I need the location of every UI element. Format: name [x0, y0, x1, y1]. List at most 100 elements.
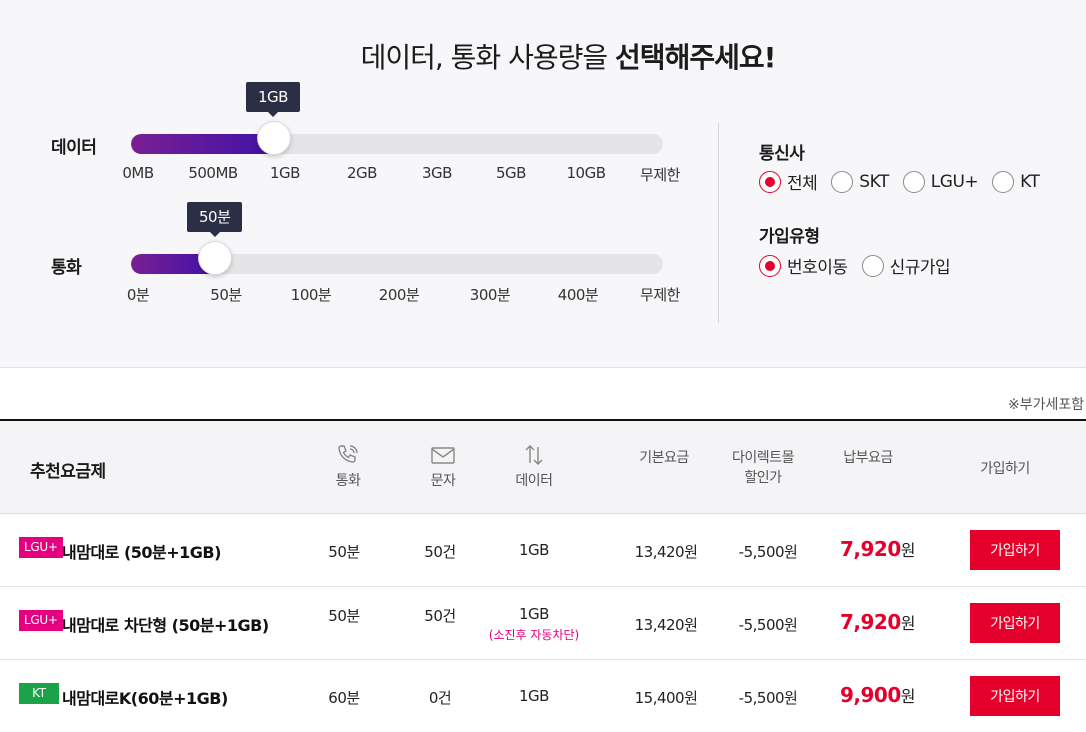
data-slider-label: 데이터 — [51, 138, 97, 158]
pay-amount: 9,900 — [840, 683, 901, 707]
radio-label: SKT — [859, 171, 889, 192]
base-fee-value: 13,420원 — [634, 543, 698, 561]
carrier-badge: LGU+ — [19, 610, 63, 631]
header-discount: 다이렉트몰 할인가 — [718, 448, 808, 488]
data-slider-thumb[interactable] — [257, 121, 291, 155]
call-slider-thumb[interactable] — [198, 241, 232, 275]
title-bold: 선택해주세요! — [615, 41, 776, 74]
join-type-radio-new[interactable]: 신규가입 — [861, 253, 951, 278]
call-value-tooltip: 50분 — [187, 202, 243, 237]
base-fee-value: 13,420원 — [634, 616, 698, 634]
header-discount-line1: 다이렉트몰 — [732, 450, 794, 466]
call-tick[interactable]: 0분 — [126, 286, 150, 304]
data-tick[interactable]: 10GB — [566, 164, 606, 182]
discount-value: -5,500원 — [738, 616, 798, 634]
carrier-badge: KT — [19, 683, 59, 704]
plan-table-header: 추천요금제 통화 문자 데이터 기본요금 다이렉트몰 할인가 납부요금 가입하기 — [0, 419, 1086, 514]
sms-value: 0건 — [428, 689, 452, 707]
plan-name: 내맘대로K(60분+1GB) — [62, 689, 228, 708]
header-join: 가입하기 — [980, 461, 1030, 477]
vat-note: ※부가세포함 — [1008, 397, 1085, 413]
radio-unchecked-icon[interactable] — [861, 254, 884, 277]
carrier-radio-kt[interactable]: KT — [992, 170, 1040, 193]
data-value: 1GB — [519, 541, 549, 559]
call-value: 50분 — [328, 607, 360, 625]
phone-icon — [338, 445, 358, 463]
header-sms-label: 문자 — [430, 473, 456, 489]
join-type-title: 가입유형 — [759, 227, 820, 247]
plan-name: 내맘대로 차단형 (50분+1GB) — [62, 616, 269, 635]
page-title: 데이터, 통화 사용량을 선택해주세요! — [0, 36, 1086, 76]
data-tick[interactable]: 5GB — [496, 164, 526, 182]
pay-unit: 원 — [900, 687, 916, 706]
carrier-radio-group: 전체 SKT LGU+ KT — [759, 169, 1053, 194]
radio-unchecked-icon[interactable] — [902, 170, 925, 193]
data-value: 1GB — [519, 687, 549, 705]
pay-fee-value: 9,900원 — [840, 683, 916, 707]
pay-fee-value: 7,920원 — [840, 537, 916, 561]
table-row: KT 내맘대로K(60분+1GB) 60분 0건 1GB 15,400원 -5,… — [0, 660, 1086, 732]
carrier-radio-all[interactable]: 전체 — [759, 169, 818, 194]
carrier-title: 통신사 — [759, 144, 805, 164]
data-tick[interactable]: 3GB — [422, 164, 452, 182]
radio-unchecked-icon[interactable] — [992, 170, 1015, 193]
radio-label: 번호이동 — [787, 258, 848, 278]
radio-checked-icon[interactable] — [759, 254, 781, 277]
call-value: 50분 — [328, 543, 360, 561]
header-call-label: 통화 — [335, 473, 361, 489]
radio-label: KT — [1020, 171, 1040, 192]
title-normal: 데이터, 통화 사용량을 — [360, 41, 609, 74]
discount-value: -5,500원 — [738, 543, 798, 561]
join-button[interactable]: 가입하기 — [970, 603, 1060, 643]
pay-unit: 원 — [900, 614, 916, 633]
pay-fee-value: 7,920원 — [840, 610, 916, 634]
call-slider-track[interactable] — [131, 254, 663, 274]
header-discount-line2: 할인가 — [744, 470, 782, 486]
plan-name: 내맘대로 (50분+1GB) — [62, 543, 221, 562]
up-down-arrows-icon — [525, 445, 543, 465]
sms-value: 50건 — [424, 543, 456, 561]
data-value-tooltip: 1GB — [246, 82, 300, 117]
data-slider-fill — [131, 134, 276, 154]
data-tick[interactable]: 500MB — [188, 164, 238, 182]
header-sms: 문자 — [413, 443, 473, 491]
call-slider-label: 통화 — [51, 258, 82, 278]
call-tick[interactable]: 400분 — [557, 286, 599, 304]
pay-unit: 원 — [900, 541, 916, 560]
radio-label: LGU+ — [930, 171, 979, 192]
header-pay-fee: 납부요금 — [843, 450, 893, 466]
base-fee-value: 15,400원 — [634, 689, 698, 707]
pay-amount: 7,920 — [840, 537, 901, 561]
data-tick[interactable]: 1GB — [270, 164, 300, 182]
pay-amount: 7,920 — [840, 610, 901, 634]
header-data: 데이터 — [504, 443, 564, 491]
discount-value: -5,500원 — [738, 689, 798, 707]
radio-label: 전체 — [787, 174, 818, 194]
envelope-icon — [431, 447, 455, 464]
radio-unchecked-icon[interactable] — [831, 170, 854, 193]
join-button[interactable]: 가입하기 — [970, 530, 1060, 570]
call-tick[interactable]: 200분 — [378, 286, 420, 304]
panel-divider — [718, 123, 719, 323]
data-value: 1GB — [519, 605, 549, 623]
header-plan: 추천요금제 — [30, 462, 106, 482]
call-tick[interactable]: 100분 — [290, 286, 332, 304]
header-data-label: 데이터 — [515, 473, 553, 489]
call-tick[interactable]: 무제한 — [640, 286, 680, 304]
call-tick[interactable]: 300분 — [469, 286, 511, 304]
table-row: LGU+ 내맘대로 차단형 (50분+1GB) 50분 50건 1GB (소진후… — [0, 587, 1086, 660]
data-tick[interactable]: 2GB — [347, 164, 377, 182]
carrier-radio-skt[interactable]: SKT — [831, 170, 889, 193]
join-type-radio-group: 번호이동 신규가입 — [759, 253, 964, 278]
call-tick[interactable]: 50분 — [210, 286, 242, 304]
sms-value: 50건 — [424, 607, 456, 625]
join-button[interactable]: 가입하기 — [970, 676, 1060, 716]
data-note: (소진후 자동차단) — [488, 628, 580, 642]
data-tick[interactable]: 0MB — [122, 164, 154, 182]
carrier-radio-lgu[interactable]: LGU+ — [902, 170, 979, 193]
call-slider-fill — [131, 254, 217, 274]
radio-checked-icon[interactable] — [759, 170, 781, 193]
join-type-radio-port[interactable]: 번호이동 — [759, 253, 848, 278]
data-tick[interactable]: 무제한 — [640, 166, 680, 184]
data-slider-track[interactable] — [131, 134, 663, 154]
